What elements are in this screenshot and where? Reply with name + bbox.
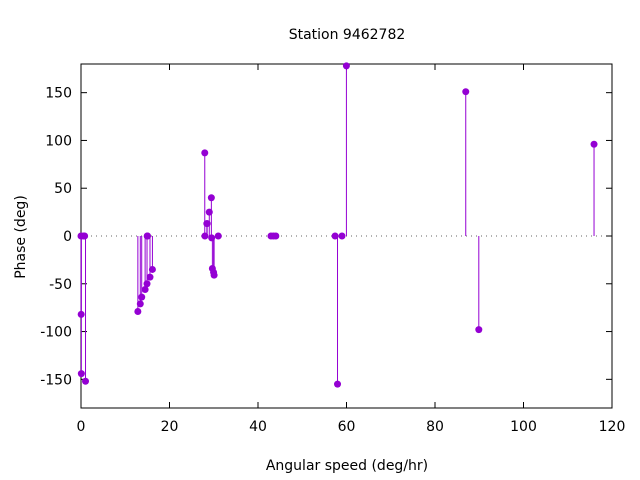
y-axis-label: Phase (deg) [13,195,29,279]
data-point [136,300,144,308]
x-tick-label: 60 [338,419,356,435]
data-point [272,232,280,240]
y-tick-label: 150 [45,86,72,102]
data-point [134,307,142,315]
data-point [143,280,151,288]
data-point [138,293,146,301]
data-points [77,62,598,388]
data-point [141,286,149,294]
axes: 0 20 40 60 80 100 120 -150 -100 -50 0 50 100 150 [40,63,626,435]
data-point [81,232,89,240]
x-tick-label: 80 [426,419,444,435]
data-point [77,310,85,318]
chart-title: Station 9462782 [289,27,406,43]
x-tick-label: 100 [510,419,537,435]
y-tick-label: 0 [63,229,72,245]
y-tick-label: -100 [40,325,72,341]
x-tick-label: 0 [77,419,86,435]
data-point [342,62,350,70]
y-tick-label: -150 [40,372,72,388]
data-point [201,232,209,240]
data-point [207,194,215,202]
y-tick-label: -50 [49,277,72,293]
data-point [208,234,216,242]
data-point [77,370,85,378]
data-point [144,232,152,240]
data-point [590,140,598,148]
y-tick-label: 50 [54,181,72,197]
data-point [205,208,213,216]
data-point [201,149,209,157]
x-tick-label: 40 [249,419,267,435]
data-point [210,271,218,279]
data-point [214,232,222,240]
x-tick-label: 120 [599,419,626,435]
data-point [148,265,156,273]
data-point [334,380,342,388]
data-point [82,377,90,385]
x-axis-label: Angular speed (deg/hr) [266,458,428,474]
data-point [462,88,470,96]
data-point [331,232,339,240]
impulses [80,65,595,385]
data-point [203,220,211,228]
y-tick-label: 100 [45,133,72,149]
data-point [338,232,346,240]
data-point [146,273,154,281]
x-tick-label: 20 [161,419,179,435]
data-point [475,326,483,334]
